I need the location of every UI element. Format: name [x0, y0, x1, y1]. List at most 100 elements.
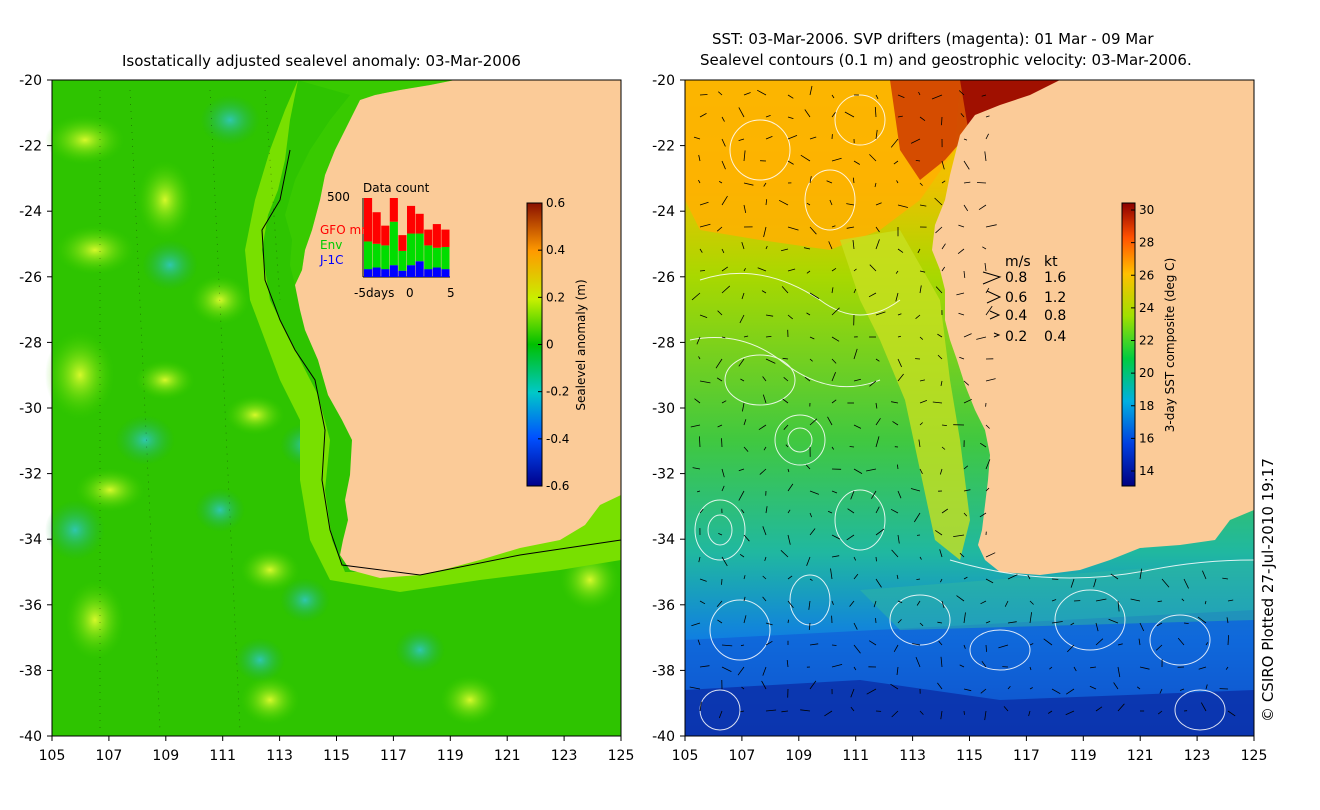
velocity-arrow [831, 372, 836, 382]
velocity-arrow [1028, 710, 1031, 717]
velocity-arrow [941, 243, 946, 250]
velocity-arrow [1051, 599, 1057, 602]
velocity-arrow [895, 270, 899, 274]
velocity-arrow [691, 292, 701, 301]
velocity-arrow [934, 197, 943, 206]
velocity-legend: m/s kt 0.8 1.6 0.6 1.2 0.4 0.8 0.2 0.4 [982, 254, 1066, 345]
inset-bar-blue [398, 270, 407, 277]
velocity-arrow [721, 438, 723, 448]
velocity-arrow [853, 666, 857, 671]
velocity-arrow [716, 377, 723, 382]
velocity-arrow [787, 314, 793, 320]
velocity-arrow [958, 312, 965, 316]
velocity-arrow [765, 506, 768, 514]
velocity-arrow [963, 380, 970, 386]
velocity-arrow [743, 268, 746, 272]
velocity-arrow [787, 135, 798, 140]
velocity-arrow [698, 154, 701, 162]
colorbar-tick-label: 16 [1139, 431, 1154, 445]
velocity-arrow [1117, 703, 1125, 712]
velocity-arrow [764, 556, 767, 562]
velocity-arrow [698, 179, 701, 184]
velocity-arrow [897, 335, 902, 338]
velocity-arrow [956, 292, 965, 296]
velocity-arrow [781, 710, 789, 713]
velocity-arrow [743, 150, 746, 162]
velocity-arrow [831, 94, 835, 99]
velocity-arrow [696, 336, 701, 345]
velocity-arrow [1157, 710, 1163, 715]
velocity-arrow [875, 618, 877, 624]
velocity-arrow [976, 182, 987, 184]
velocity-arrow [697, 639, 701, 646]
velocity-legend-ms-header: m/s [1005, 254, 1031, 270]
velocity-arrow [935, 226, 943, 234]
velocity-arrow [941, 508, 949, 514]
y-tick-label: -22 [652, 139, 675, 155]
velocity-arrow [875, 418, 881, 426]
x-tick-label: 109 [785, 748, 812, 764]
velocity-arrow [875, 556, 877, 562]
y-tick-label: -30 [652, 401, 675, 417]
velocity-arrow [868, 292, 877, 298]
velocity-arrow [721, 468, 725, 478]
velocity-arrow [853, 268, 857, 272]
velocity-arrow [1070, 578, 1075, 588]
colorbar-tick-label: -0.2 [546, 385, 569, 399]
velocity-arrow [917, 248, 921, 254]
velocity-arrow [831, 358, 837, 364]
velocity-arrow [1130, 598, 1141, 602]
velocity-arrow [938, 640, 943, 646]
velocity-legend-ms-3: 0.2 [1005, 329, 1027, 345]
velocity-arrow [763, 446, 767, 451]
velocity-arrow [762, 596, 767, 602]
velocity-arrow [963, 398, 972, 404]
velocity-arrow [875, 436, 880, 448]
velocity-arrow [875, 311, 886, 316]
velocity-arrow [875, 202, 882, 206]
colorbar-tick-label: 24 [1139, 301, 1154, 315]
inset-bar-blue [381, 269, 390, 277]
velocity-arrow [919, 204, 927, 207]
velocity-arrow [763, 226, 767, 238]
velocity-arrow [853, 622, 858, 630]
velocity-arrow [717, 619, 723, 624]
velocity-arrow [809, 226, 817, 235]
velocity-arrow [984, 710, 987, 721]
inset-legend-j1c: J-1C [319, 253, 343, 267]
velocity-arrow [1089, 685, 1097, 690]
velocity-arrow [1177, 637, 1185, 646]
velocity-arrow [853, 378, 862, 382]
velocity-arrow [1095, 622, 1099, 632]
velocity-arrow [919, 270, 926, 273]
velocity-arrow [932, 401, 943, 404]
velocity-arrow [787, 94, 794, 99]
velocity-arrow [846, 203, 855, 206]
velocity-arrow [765, 115, 771, 118]
velocity-arrow [699, 508, 704, 514]
velocity-arrow [1225, 666, 1229, 670]
velocity-arrow [809, 418, 818, 426]
right-map-title-line2: Sealevel contours (0.1 m) and geostrophi… [700, 51, 1192, 69]
inset-bars [364, 198, 450, 277]
velocity-arrow [809, 292, 820, 299]
velocity-arrow [783, 376, 789, 382]
velocity-arrow [919, 400, 928, 404]
inset-bar-red [364, 198, 373, 242]
colorbar-tick-label: 28 [1139, 236, 1154, 250]
velocity-arrow [780, 248, 789, 252]
velocity-arrow [787, 575, 793, 580]
velocity-arrow [1205, 684, 1208, 690]
velocity-arrow [765, 640, 773, 646]
velocity-arrow [919, 468, 923, 474]
right-y-axis: -20 -22 -24 -26 -28 -30 -32 -34 -36 -38 -40 [652, 73, 685, 745]
velocity-arrow [699, 314, 708, 318]
velocity-arrow [765, 622, 773, 626]
y-tick-label: -40 [19, 729, 42, 745]
velocity-arrow [978, 204, 987, 211]
left-coastal-band [245, 80, 621, 592]
velocity-arrow [897, 204, 908, 208]
velocity-arrow [940, 380, 943, 386]
velocity-arrow [895, 292, 899, 302]
velocity-arrow [963, 710, 965, 715]
